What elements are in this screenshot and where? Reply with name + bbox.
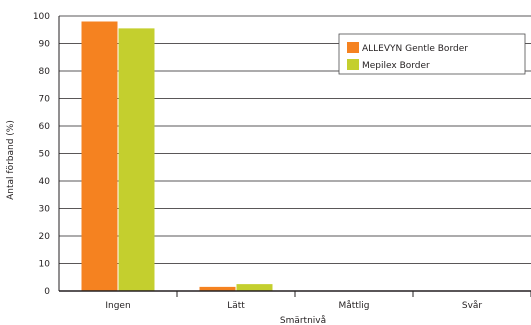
y-tick-label: 0 [44, 287, 50, 297]
bar-mepilex-ingen [118, 28, 155, 291]
legend-label-allevyn: ALLEVYN Gentle Border [362, 44, 468, 54]
bar-allevyn-lätt [199, 286, 236, 291]
legend: ALLEVYN Gentle Border Mepilex Border [338, 33, 526, 75]
legend-swatch-allevyn [347, 42, 359, 53]
x-tick-labels: Ingen Lätt Måttlig Svår [105, 300, 482, 311]
y-tick-label: 40 [39, 177, 51, 187]
y-tick-labels: 0 10 20 30 40 50 60 70 80 90 100 [33, 12, 50, 297]
y-tick-label: 20 [39, 232, 51, 242]
y-tick-label: 30 [39, 205, 51, 215]
legend-swatch-mepilex [347, 59, 359, 70]
y-axis-title: Antal förband (%) [6, 120, 16, 200]
bar-allevyn-ingen [81, 21, 118, 291]
legend-label-mepilex: Mepilex Border [362, 61, 430, 71]
x-tick-label: Svår [462, 300, 483, 311]
x-tick-label: Måttlig [338, 300, 369, 311]
bars [81, 21, 273, 291]
y-tick-label: 90 [39, 40, 51, 50]
y-tick-label: 60 [39, 122, 51, 132]
y-tick-label: 10 [39, 260, 51, 270]
y-tick-label: 100 [33, 12, 50, 22]
x-axis-title: Smärtnivå [280, 315, 326, 325]
y-tick-label: 50 [39, 150, 51, 160]
x-tick-label: Ingen [105, 301, 130, 311]
y-tick-label: 80 [39, 67, 51, 77]
x-tick-label: Lätt [227, 301, 245, 311]
legend-box [338, 33, 526, 75]
bar-mepilex-lätt [236, 284, 273, 291]
axes [58, 16, 531, 297]
y-tick-label: 70 [39, 95, 51, 105]
